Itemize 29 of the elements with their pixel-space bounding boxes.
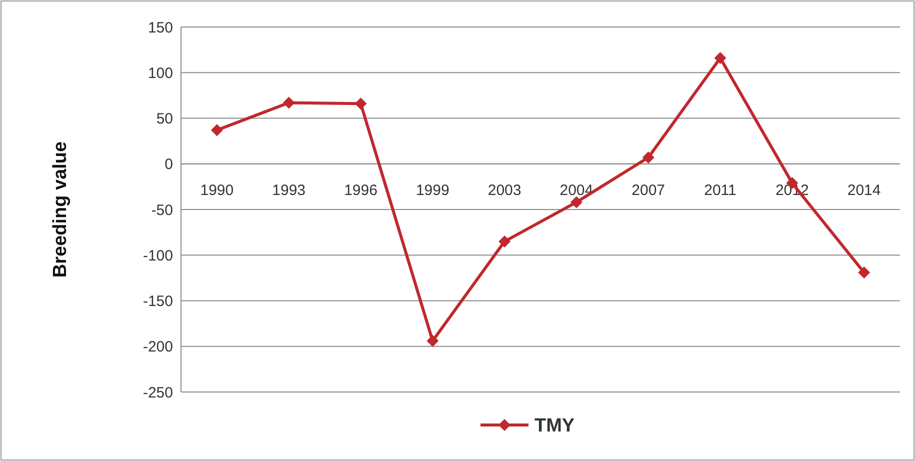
y-tick-label: 0: [164, 156, 173, 174]
point: [570, 196, 582, 208]
point: [714, 52, 726, 64]
x-tick-label: 2011: [704, 182, 736, 199]
point: [282, 96, 295, 109]
y-tick-label: -250: [142, 384, 173, 402]
x-tick-label: 2004: [560, 182, 594, 199]
x-tick-label: 1996: [344, 182, 378, 199]
y-tick-label: -150: [142, 293, 173, 310]
point: [354, 98, 367, 110]
point: [426, 334, 439, 347]
y-tick-label: 150: [148, 19, 173, 36]
x-tick-label: 2014: [847, 182, 881, 199]
point: [642, 151, 654, 164]
y-tick-label: -50: [151, 202, 173, 219]
legend-label: TMY: [534, 416, 575, 437]
y-tick-label: 50: [156, 110, 173, 128]
x-tick-label: 1993: [272, 182, 306, 199]
x-tick-label: 1999: [416, 182, 450, 199]
y-tick-label: -200: [142, 338, 173, 356]
x-tick-label: 2003: [488, 182, 522, 199]
y-axis-title: Breeding value: [50, 141, 71, 278]
point: [210, 124, 223, 136]
point: [858, 266, 870, 278]
point: [498, 235, 511, 248]
y-tick-label: -100: [142, 247, 173, 264]
y-tick-label: 100: [148, 64, 173, 82]
x-tick-label: 2007: [632, 182, 666, 199]
x-tick-label: 1990: [200, 182, 234, 199]
